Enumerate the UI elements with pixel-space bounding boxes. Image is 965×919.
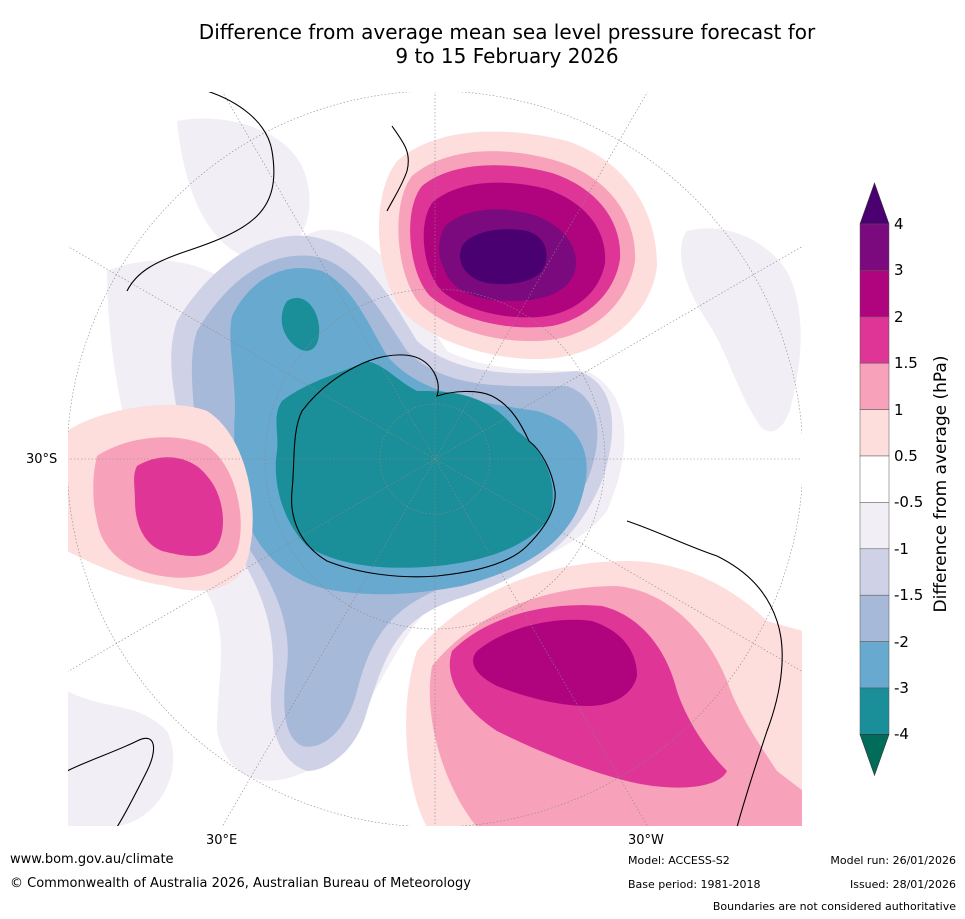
title-line-2: 9 to 15 February 2026 <box>395 44 619 68</box>
colorbar-tick-label: -1.5 <box>894 586 924 605</box>
lon-label-30w: 30°W <box>628 833 664 848</box>
anomaly-plus-1.5-west <box>134 457 223 556</box>
colorbar-segment-neutral <box>859 455 890 503</box>
anomaly-minus-0.5-north <box>177 118 310 261</box>
colorbar-segment-m2to-1.5 <box>859 594 890 642</box>
anomaly-minus-3 <box>275 361 553 568</box>
colorbar-segment-m1.5to-1 <box>859 548 890 596</box>
colorbar-tick-label: -2 <box>894 632 909 651</box>
colorbar-tick-label: 4 <box>894 215 904 233</box>
south-america-coast <box>626 520 783 827</box>
coastlines <box>67 91 783 827</box>
graticule <box>67 91 803 827</box>
footer-disclaimer: Boundaries are not considered authoritat… <box>712 900 956 913</box>
footer-copyright: © Commonwealth of Australia 2026, Austra… <box>10 876 471 891</box>
footer-model: Model: ACCESS-S2 <box>628 854 730 867</box>
footer-issued: Issued: 28/01/2026 <box>849 878 956 891</box>
colorbar-arrow-above-4 <box>859 182 890 225</box>
colorbar-title: Difference from average (hPa) <box>931 355 951 613</box>
colorbar-tick-label: 3 <box>894 261 904 280</box>
antarctica-coast <box>291 354 556 578</box>
anomaly-minus-0.5-south <box>67 691 174 827</box>
colorbar-segment-3to4 <box>859 223 890 271</box>
colorbar-tick-label: -3 <box>894 679 909 697</box>
lon-label-30e: 30°E <box>206 833 238 848</box>
colorbar-tick-label: 1.5 <box>894 354 918 373</box>
colorbar-segment-m3to-2 <box>859 641 890 689</box>
colorbar-segment-0.5to1 <box>859 409 890 457</box>
anomaly-plus-4-north <box>459 229 547 285</box>
colorbar-segment-2to3 <box>859 270 890 318</box>
anomaly-minus-0.5-east <box>680 228 801 432</box>
chart-title: Difference from average mean sea level p… <box>0 20 965 68</box>
nz-coast <box>386 125 409 212</box>
colorbar-segment-m4to-3 <box>859 687 890 735</box>
polar-map <box>67 91 803 827</box>
colorbar-tick-label: 0.5 <box>894 447 918 465</box>
footer-website: www.bom.gov.au/climate <box>10 852 174 867</box>
africa-coast <box>67 737 155 827</box>
lat-label-30s: 30°S <box>26 452 58 467</box>
colorbar-arrow-below-minus-4 <box>859 734 890 777</box>
colorbar-tick-label: -0.5 <box>894 493 924 512</box>
footer-model-run: Model run: 26/01/2026 <box>830 854 956 867</box>
footer-base-period: Base period: 1981-2018 <box>628 878 761 891</box>
colorbar-tick-label: 2 <box>894 307 904 326</box>
colorbar-tick-label: 1 <box>894 400 904 419</box>
colorbar-tick-label: -4 <box>894 725 909 744</box>
title-line-1: Difference from average mean sea level p… <box>198 20 816 44</box>
australia-coast <box>126 91 275 292</box>
anomaly-plus-2-south <box>473 619 637 706</box>
colorbar-segment-1to1.5 <box>859 362 890 410</box>
anomaly-minus-3-small <box>281 297 320 351</box>
colorbar-tick-label: -1 <box>894 539 909 558</box>
colorbar-segment-1.5to2 <box>859 316 890 364</box>
colorbar-segment-m1to-0.5 <box>859 502 890 550</box>
